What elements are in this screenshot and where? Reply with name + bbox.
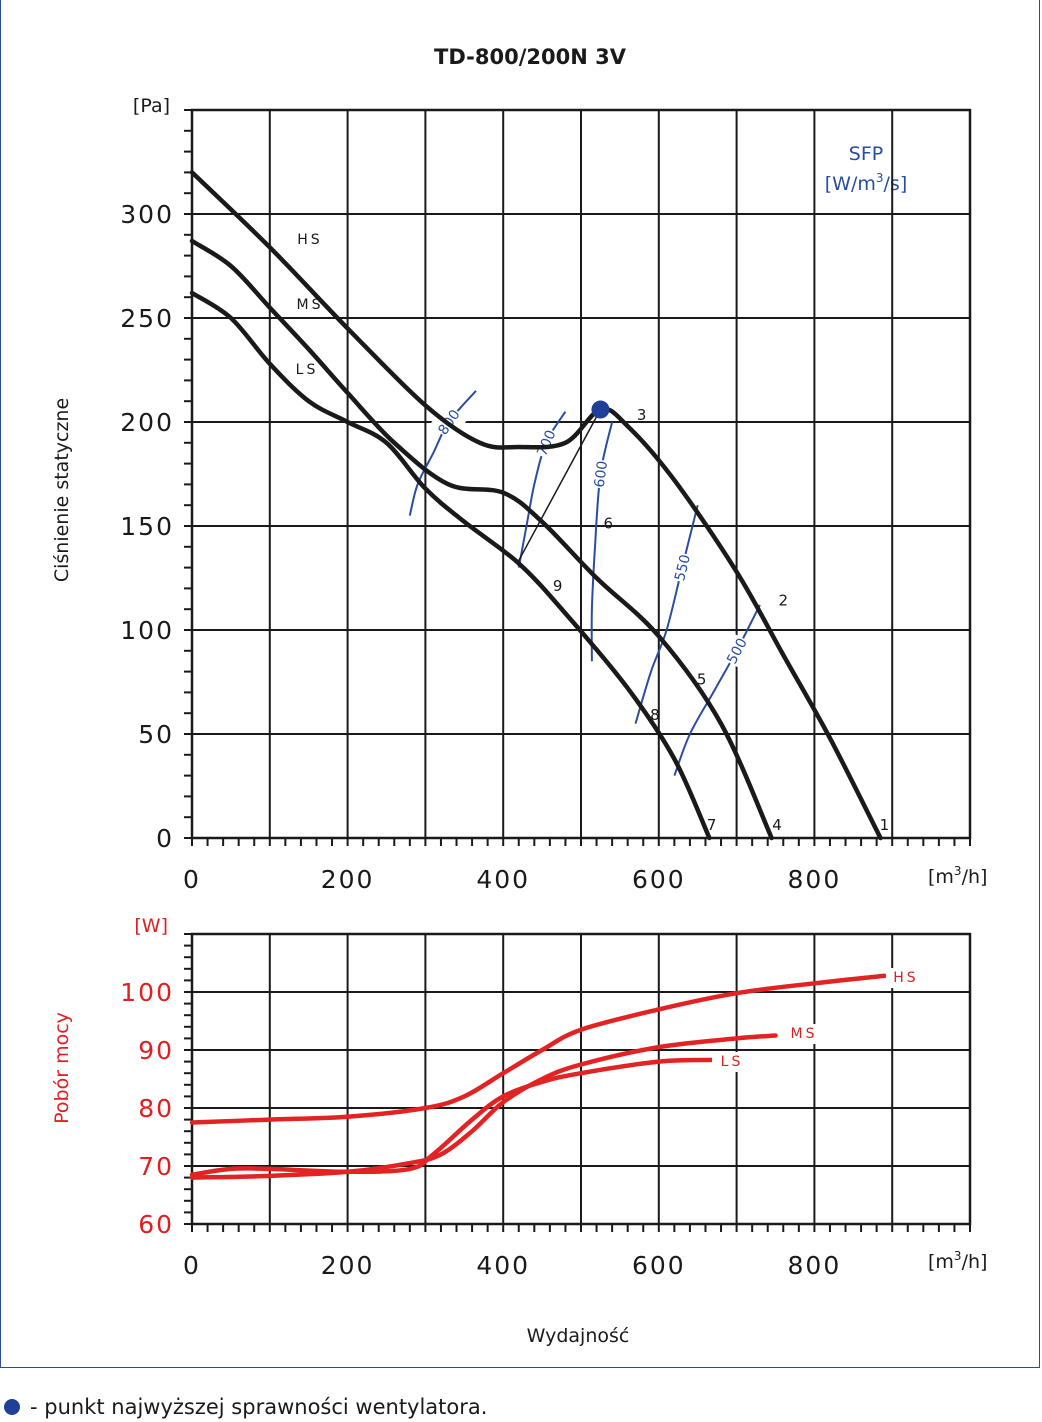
chart-canvas: TD-800/200N 3V [Pa] Ciśnienie statyczne …: [51, 45, 987, 1347]
power-label-ms: MS: [791, 1026, 818, 1042]
y-tick-label: 300: [120, 200, 174, 229]
curve-ms: [189, 238, 774, 841]
power-label-bg: [886, 968, 926, 988]
power-label-ls: LS: [721, 1054, 744, 1070]
footnote: - punkt najwyższej sprawności wentylator…: [0, 1392, 487, 1422]
y-tick-label: 100: [120, 978, 174, 1007]
sfp-title: SFP: [849, 143, 883, 165]
sfp-label-600: 600: [592, 460, 611, 489]
best-efficiency-dot-icon: [4, 1399, 20, 1415]
point-label-4: 4: [772, 816, 782, 834]
power-curve-ls: [189, 1057, 716, 1177]
y-tick-label: 50: [138, 720, 174, 749]
point-label-9: 9: [553, 577, 563, 595]
footnote-text: - punkt najwyższej sprawności wentylator…: [30, 1395, 488, 1419]
efficiency-connector: [516, 409, 602, 564]
power-label-hs: HS: [893, 970, 918, 986]
sfp-line-550: [634, 504, 699, 724]
sfp-label-bg: [527, 424, 565, 462]
x-tick-label: 800: [788, 865, 842, 894]
point-label-3: 3: [637, 406, 647, 424]
y-tick-label: 100: [120, 616, 174, 645]
x-tick-label: 0: [183, 1251, 201, 1280]
power-curve-hs: [189, 973, 887, 1125]
y-axis-label-pressure: Ciśnienie statyczne: [51, 398, 73, 582]
pressure-plot: 0 200 400 600 800050100150200250300800700600…: [120, 108, 972, 894]
curve-hs: [189, 170, 883, 841]
y-tick-label: 60: [138, 1210, 174, 1239]
x-tick-label: 200: [321, 865, 375, 894]
y-tick-label: 80: [138, 1094, 174, 1123]
sfp-unit: [W/m3/s]: [825, 171, 907, 195]
sfp-line-600: [590, 421, 614, 662]
point-label-6: 6: [603, 514, 613, 532]
chart-frame: [0, 0, 1040, 1368]
point-label-7: 7: [707, 816, 717, 834]
curve-ls: [189, 290, 712, 841]
x-tick-label: 400: [476, 865, 530, 894]
sfp-label-bg: [717, 631, 756, 670]
x-unit-bottom: [m3/h]: [928, 1249, 987, 1273]
chart-title: TD-800/200N 3V: [434, 45, 627, 69]
y-tick-label: 90: [138, 1036, 174, 1065]
x-unit-top: [m3/h]: [928, 864, 987, 888]
x-tick-label: 200: [321, 1251, 375, 1280]
curve-label-ms: MS: [297, 297, 324, 313]
power-label-bg: [784, 1024, 824, 1044]
point-label-2: 2: [779, 591, 789, 609]
power-curve-ms: [189, 1033, 778, 1180]
curve-label-ls: LS: [296, 362, 319, 378]
y-tick-label: 0: [156, 824, 174, 853]
point-label-5: 5: [697, 670, 707, 688]
sfp-label-bg: [665, 550, 700, 585]
y-unit-pressure: [Pa]: [133, 95, 170, 117]
y-tick-label: 70: [138, 1152, 174, 1181]
sfp-line-500: [673, 604, 761, 776]
power-label-bg: [712, 1052, 752, 1072]
x-tick-label: 600: [632, 865, 686, 894]
point-label-1: 1: [880, 816, 890, 834]
y-tick-label: 200: [120, 408, 174, 437]
x-tick-label: 600: [632, 1251, 686, 1280]
y-tick-label: 250: [120, 304, 174, 333]
point-label-8: 8: [650, 706, 660, 724]
power-plot: 0 200 400 600 800 60 70 80 90 100 HS MS LS: [120, 932, 972, 1280]
x-tick-label: 400: [476, 1251, 530, 1280]
curve-label-hs: HS: [297, 232, 322, 248]
x-tick-label: 800: [788, 1251, 842, 1280]
sfp-label-550: 550: [672, 553, 694, 583]
x-tick-label: 0: [183, 865, 201, 894]
sfp-label-bg: [584, 458, 617, 490]
y-axis-label-power: Pobór mocy: [51, 1012, 73, 1124]
x-axis-label: Wydajność: [527, 1325, 630, 1347]
y-tick-label: 150: [120, 512, 174, 541]
best-efficiency-point: [591, 400, 610, 419]
y-unit-power: [W]: [134, 915, 168, 937]
